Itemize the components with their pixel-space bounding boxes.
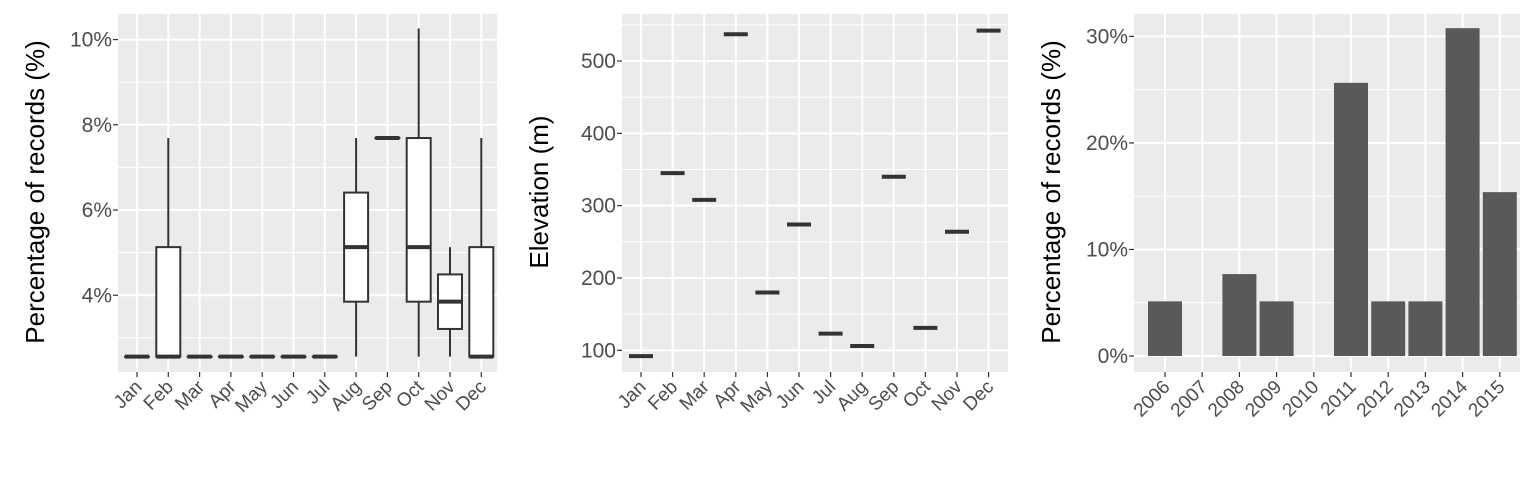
x-tick-label: Jan bbox=[614, 377, 651, 414]
x-tick-label: 2012 bbox=[1353, 377, 1398, 422]
y-tick-label: 200 bbox=[581, 267, 616, 290]
y-tick-label: 30% bbox=[1086, 25, 1128, 48]
bar bbox=[1371, 301, 1406, 357]
x-tick-label: 2007 bbox=[1167, 377, 1212, 422]
x-tick-label: Oct bbox=[392, 376, 428, 412]
x-tick-label: 2006 bbox=[1130, 377, 1175, 422]
box bbox=[155, 138, 182, 359]
y-tick-label: 20% bbox=[1086, 132, 1128, 155]
x-tick-label: 2014 bbox=[1427, 376, 1472, 421]
x-tick-label: Feb bbox=[644, 377, 682, 415]
x-tick-label: Nov bbox=[421, 376, 460, 415]
y-tick-label: 4% bbox=[82, 284, 112, 307]
x-tick-label: Mar bbox=[676, 376, 714, 414]
x-tick-label: 2010 bbox=[1279, 377, 1324, 422]
box bbox=[437, 247, 463, 357]
y-axis-title: Elevation (m) bbox=[524, 115, 554, 268]
x-tick-label: Aug bbox=[833, 377, 872, 416]
y-tick-label: 400 bbox=[581, 122, 616, 145]
y-axis-title: Percentage of records (%) bbox=[20, 40, 50, 343]
x-tick-label: Mar bbox=[171, 376, 209, 414]
y-axis-title: Percentage of records (%) bbox=[1036, 40, 1066, 343]
panel-yearly-percentage: 0%10%20%30%20062007200820092010201120122… bbox=[1036, 14, 1520, 421]
box bbox=[343, 138, 370, 357]
x-tick-label: 2011 bbox=[1317, 377, 1361, 421]
box-body bbox=[468, 246, 495, 358]
bar bbox=[1148, 301, 1182, 357]
x-tick-label: 2009 bbox=[1241, 377, 1286, 422]
bar bbox=[1334, 82, 1368, 357]
y-tick-label: 0% bbox=[1098, 345, 1128, 368]
y-tick-label: 10% bbox=[70, 29, 112, 52]
y-tick-label: 10% bbox=[1086, 238, 1128, 261]
y-tick-label: 500 bbox=[581, 50, 616, 73]
box bbox=[405, 28, 432, 357]
y-tick-label: 8% bbox=[82, 114, 112, 137]
x-tick-label: 2008 bbox=[1204, 377, 1249, 422]
x-tick-label: Nov bbox=[928, 376, 967, 415]
y-tick-label: 6% bbox=[82, 199, 112, 222]
bar bbox=[1408, 301, 1443, 357]
x-tick-label: May bbox=[231, 376, 272, 417]
x-tick-label: Jun bbox=[267, 377, 304, 414]
bar bbox=[1445, 28, 1480, 357]
x-tick-label: Sep bbox=[358, 377, 397, 416]
plot-background bbox=[622, 14, 1008, 372]
x-tick-label: Sep bbox=[865, 377, 904, 416]
x-tick-label: Aug bbox=[327, 377, 366, 416]
box-body bbox=[155, 246, 182, 358]
x-tick-label: Feb bbox=[140, 377, 178, 415]
x-tick-label: Oct bbox=[899, 376, 935, 412]
bar bbox=[1259, 301, 1294, 357]
x-tick-label: Dec bbox=[452, 377, 491, 416]
x-tick-label: Jan bbox=[110, 377, 147, 414]
bar bbox=[1222, 274, 1257, 357]
box bbox=[468, 138, 495, 359]
x-tick-label: 2015 bbox=[1465, 377, 1510, 422]
x-tick-label: Jun bbox=[772, 377, 809, 414]
x-tick-label: Dec bbox=[959, 377, 998, 416]
bar bbox=[1482, 192, 1517, 357]
x-tick-label: 2013 bbox=[1390, 377, 1435, 422]
y-tick-label: 100 bbox=[581, 339, 616, 362]
box-body bbox=[405, 137, 432, 303]
x-tick-label: May bbox=[737, 376, 778, 417]
y-tick-label: 300 bbox=[581, 195, 616, 218]
